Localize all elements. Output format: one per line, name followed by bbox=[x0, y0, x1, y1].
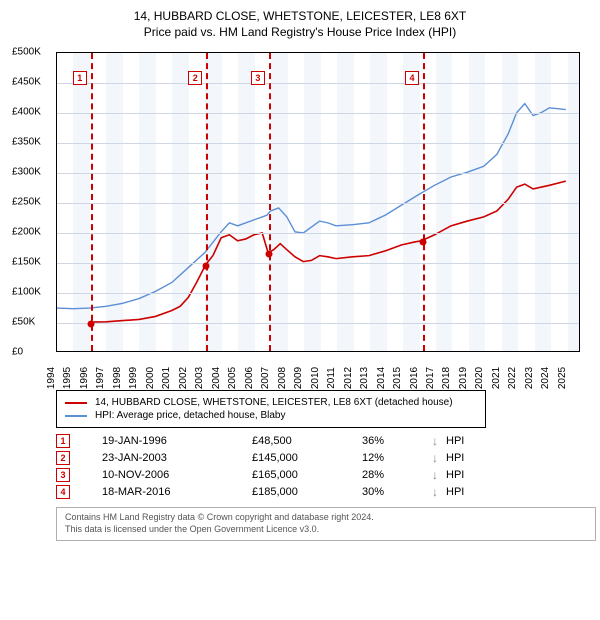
y-axis-label: £400K bbox=[12, 107, 41, 118]
transaction-percent: 12% bbox=[362, 452, 432, 464]
transaction-marker-line bbox=[269, 53, 271, 351]
transaction-price: £48,500 bbox=[252, 435, 362, 447]
footer-line-1: Contains HM Land Registry data © Crown c… bbox=[65, 512, 587, 524]
series-hpi bbox=[57, 104, 566, 309]
legend: 14, HUBBARD CLOSE, WHETSTONE, LEICESTER,… bbox=[56, 390, 486, 428]
title-address: 14, HUBBARD CLOSE, WHETSTONE, LEICESTER,… bbox=[10, 8, 590, 24]
gridline bbox=[57, 83, 579, 84]
transaction-marker-line bbox=[423, 53, 425, 351]
transaction-point bbox=[419, 239, 426, 246]
down-arrow-icon: ↓ bbox=[432, 485, 446, 499]
down-arrow-icon: ↓ bbox=[432, 468, 446, 482]
y-axis-label: £500K bbox=[12, 47, 41, 58]
y-axis-label: £250K bbox=[12, 197, 41, 208]
y-axis-label: £150K bbox=[12, 257, 41, 268]
x-axis-label: 2025 bbox=[557, 367, 577, 389]
transaction-date: 23-JAN-2003 bbox=[102, 452, 252, 464]
y-axis-label: £100K bbox=[12, 287, 41, 298]
transaction-hpi-label: HPI bbox=[446, 435, 464, 447]
transaction-date: 10-NOV-2006 bbox=[102, 469, 252, 481]
chart-lines bbox=[57, 53, 579, 351]
transaction-percent: 30% bbox=[362, 486, 432, 498]
transaction-number-badge: 3 bbox=[56, 468, 70, 482]
transaction-price: £165,000 bbox=[252, 469, 362, 481]
transaction-point bbox=[265, 251, 272, 258]
gridline bbox=[57, 173, 579, 174]
footer-line-2: This data is licensed under the Open Gov… bbox=[65, 524, 587, 536]
transaction-percent: 28% bbox=[362, 469, 432, 481]
transaction-marker-badge: 1 bbox=[73, 71, 87, 85]
down-arrow-icon: ↓ bbox=[432, 451, 446, 465]
transaction-row: 4 18-MAR-2016£185,00030%↓HPI bbox=[56, 485, 596, 499]
gridline bbox=[57, 263, 579, 264]
transaction-date: 19-JAN-1996 bbox=[102, 435, 252, 447]
gridline bbox=[57, 203, 579, 204]
transaction-marker-line bbox=[206, 53, 208, 351]
transaction-percent: 36% bbox=[362, 435, 432, 447]
transaction-row: 1 19-JAN-1996£48,50036%↓HPI bbox=[56, 434, 596, 448]
title-subtitle: Price paid vs. HM Land Registry's House … bbox=[10, 24, 590, 40]
y-axis-label: £0 bbox=[12, 347, 23, 358]
gridline bbox=[57, 323, 579, 324]
transaction-marker-badge: 4 bbox=[405, 71, 419, 85]
legend-row: HPI: Average price, detached house, Blab… bbox=[65, 410, 477, 421]
y-axis-label: £450K bbox=[12, 77, 41, 88]
transaction-hpi-label: HPI bbox=[446, 452, 464, 464]
transaction-number-badge: 4 bbox=[56, 485, 70, 499]
chart-area: 1 2 3 4 £0 £50K £100K £150K £200K £250K £300K £350… bbox=[10, 46, 590, 386]
gridline bbox=[57, 113, 579, 114]
transaction-point bbox=[203, 263, 210, 270]
legend-swatch bbox=[65, 402, 87, 404]
transaction-marker-badge: 3 bbox=[251, 71, 265, 85]
gridline bbox=[57, 233, 579, 234]
y-axis-label: £200K bbox=[12, 227, 41, 238]
y-axis-label: £300K bbox=[12, 167, 41, 178]
down-arrow-icon: ↓ bbox=[432, 434, 446, 448]
chart-container: 14, HUBBARD CLOSE, WHETSTONE, LEICESTER,… bbox=[0, 0, 600, 551]
transaction-marker-badge: 2 bbox=[188, 71, 202, 85]
transaction-hpi-label: HPI bbox=[446, 469, 464, 481]
plot-region: 1 2 3 4 bbox=[56, 52, 580, 352]
legend-label: 14, HUBBARD CLOSE, WHETSTONE, LEICESTER,… bbox=[95, 397, 453, 408]
transaction-marker-line bbox=[91, 53, 93, 351]
y-axis-label: £350K bbox=[12, 137, 41, 148]
transaction-row: 2 23-JAN-2003£145,00012%↓HPI bbox=[56, 451, 596, 465]
transaction-date: 18-MAR-2016 bbox=[102, 486, 252, 498]
transactions-table: 119-JAN-1996£48,50036%↓HPI223-JAN-2003£1… bbox=[56, 434, 596, 499]
transaction-price: £185,000 bbox=[252, 486, 362, 498]
gridline bbox=[57, 293, 579, 294]
transaction-point bbox=[87, 321, 94, 328]
transaction-row: 3 10-NOV-2006£165,00028%↓HPI bbox=[56, 468, 596, 482]
transaction-number-badge: 2 bbox=[56, 451, 70, 465]
transaction-number-badge: 1 bbox=[56, 434, 70, 448]
transaction-hpi-label: HPI bbox=[446, 486, 464, 498]
gridline bbox=[57, 143, 579, 144]
legend-swatch bbox=[65, 415, 87, 417]
data-attribution: Contains HM Land Registry data © Crown c… bbox=[56, 507, 596, 540]
legend-row: 14, HUBBARD CLOSE, WHETSTONE, LEICESTER,… bbox=[65, 397, 477, 408]
y-axis-label: £50K bbox=[12, 317, 35, 328]
transaction-price: £145,000 bbox=[252, 452, 362, 464]
title-block: 14, HUBBARD CLOSE, WHETSTONE, LEICESTER,… bbox=[10, 8, 590, 40]
legend-label: HPI: Average price, detached house, Blab… bbox=[95, 410, 286, 421]
